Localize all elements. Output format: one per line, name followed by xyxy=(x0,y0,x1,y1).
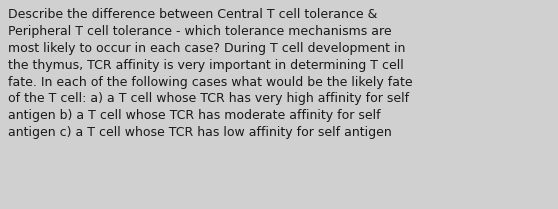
Text: Describe the difference between Central T cell tolerance &
Peripheral T cell tol: Describe the difference between Central … xyxy=(8,8,413,139)
